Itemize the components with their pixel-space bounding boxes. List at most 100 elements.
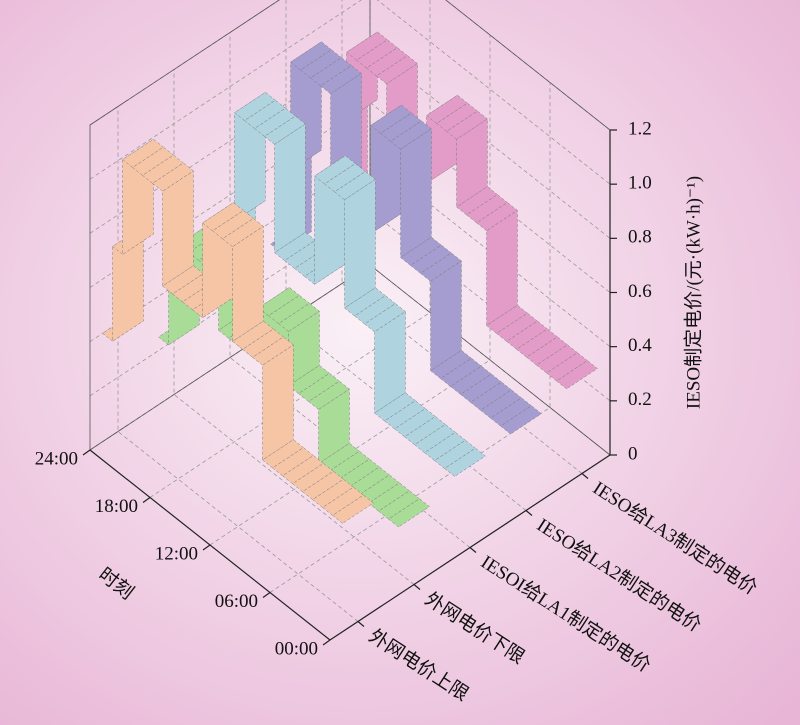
series-tick (581, 473, 589, 479)
ribbon-segment (254, 107, 296, 137)
grid-line (89, 0, 611, 185)
series-tick (413, 584, 421, 590)
x-tick (262, 592, 271, 598)
ribbon-segment (132, 146, 174, 176)
ribbon-segment (506, 320, 548, 350)
ribbon-segment (460, 373, 502, 403)
x-tick (322, 639, 331, 646)
ribbon-segment (262, 439, 304, 469)
ribbon-segment (234, 92, 276, 121)
z-tick-label: 1.0 (628, 173, 652, 194)
grid-line (89, 47, 611, 239)
ribbon-segment (344, 287, 386, 317)
ribbon-segment (322, 486, 364, 516)
ribbon-segment (324, 163, 366, 193)
ribbon-riser (112, 225, 144, 342)
ribbon-segment (368, 482, 410, 512)
z-axis-label: IESO制定电价/(元·(kW·h)⁻¹) (682, 176, 704, 409)
ribbon-segment (364, 303, 406, 333)
ribbon-segment (300, 49, 342, 79)
x-tick-label: 12:00 (155, 543, 198, 564)
z-tick-label: 0.4 (628, 335, 652, 356)
ribbon-segment (202, 202, 244, 232)
ribbon-segment (390, 120, 432, 150)
ribbon-segment (264, 115, 306, 145)
ribbon-segment (292, 463, 334, 492)
ribbon-segment (222, 218, 264, 247)
ribbon-riser (162, 170, 194, 287)
ribbon-segment (274, 232, 316, 261)
ribbon-segment (310, 57, 352, 87)
ribbon-segment (320, 65, 362, 95)
ribbon-segment (282, 455, 324, 485)
ribbon-segment (242, 328, 284, 358)
ribbon-segment (212, 210, 254, 240)
ribbon-segment (232, 320, 274, 350)
ribbon-riser (318, 388, 350, 465)
ribbon-segment (486, 304, 528, 334)
ribbon-segment (434, 439, 476, 469)
ribbon-segment (436, 102, 478, 132)
ribbon-segment (332, 494, 374, 524)
ribbon-segment (334, 171, 376, 201)
z-tick-label: 0 (628, 443, 638, 464)
ribbon-riser (344, 178, 376, 309)
ribbon-segment (446, 110, 488, 140)
ribbon-segment (318, 442, 360, 472)
ribbon-riser (274, 123, 306, 254)
ribbon-segment (370, 104, 412, 134)
ribbon-segment (546, 352, 588, 382)
series-tick (357, 621, 365, 627)
ribbon-riser (486, 209, 518, 327)
ribbon-segment (470, 381, 512, 411)
ribbon-segment (142, 154, 184, 184)
ribbon-riser (430, 260, 462, 372)
ribbon-segment (268, 295, 310, 324)
x-tick (82, 449, 91, 456)
x-tick-label: 00:00 (275, 638, 318, 659)
ribbon-segment (500, 405, 542, 435)
z-tick-label: 0.2 (628, 389, 652, 410)
ribbon-segment (162, 265, 204, 295)
ribbon-segment (314, 155, 356, 185)
x-tick (202, 544, 211, 551)
ribbon-segment (278, 302, 320, 332)
ribbon-segment (414, 424, 456, 453)
ribbon-segment (466, 194, 508, 224)
x-tick-label: 24:00 (35, 448, 78, 469)
ribbon-segment (346, 31, 388, 61)
ribbon-riser (456, 118, 488, 208)
ribbon-segment (388, 498, 430, 528)
ribbon-segment (122, 138, 164, 168)
ribbon-segment (290, 41, 332, 71)
ribbon-segment (312, 478, 354, 508)
ribbon-segment (496, 312, 538, 342)
series-tick (525, 510, 533, 516)
ribbon-segment (244, 99, 286, 129)
ribbon-segment (288, 365, 330, 394)
ribbon-segment (384, 400, 426, 430)
ribbon-riser (374, 311, 406, 414)
ribbon-segment (354, 295, 396, 325)
grid-line (89, 156, 611, 347)
ribbon-segment (380, 112, 422, 142)
ribbon-segment (356, 39, 398, 69)
ribbon-segment (410, 244, 452, 274)
ribbon-segment (456, 186, 498, 216)
ribbon-segment (308, 380, 350, 410)
ribbon-segment (440, 357, 482, 387)
ribbon-segment (258, 287, 300, 317)
ribbon-segment (426, 94, 468, 124)
ribbon-segment (338, 458, 380, 488)
ribbon-segment (378, 490, 420, 520)
ribbon-segment (152, 162, 194, 192)
grid-line (89, 102, 611, 293)
ribbon-segment (430, 350, 472, 379)
ribbon-segment (400, 236, 442, 266)
x-tick (142, 497, 151, 503)
ribbon-segment (476, 202, 518, 232)
ribbon-segment (444, 447, 486, 477)
z-tick-label: 1.2 (628, 118, 652, 139)
ribbon-segment (358, 474, 400, 504)
